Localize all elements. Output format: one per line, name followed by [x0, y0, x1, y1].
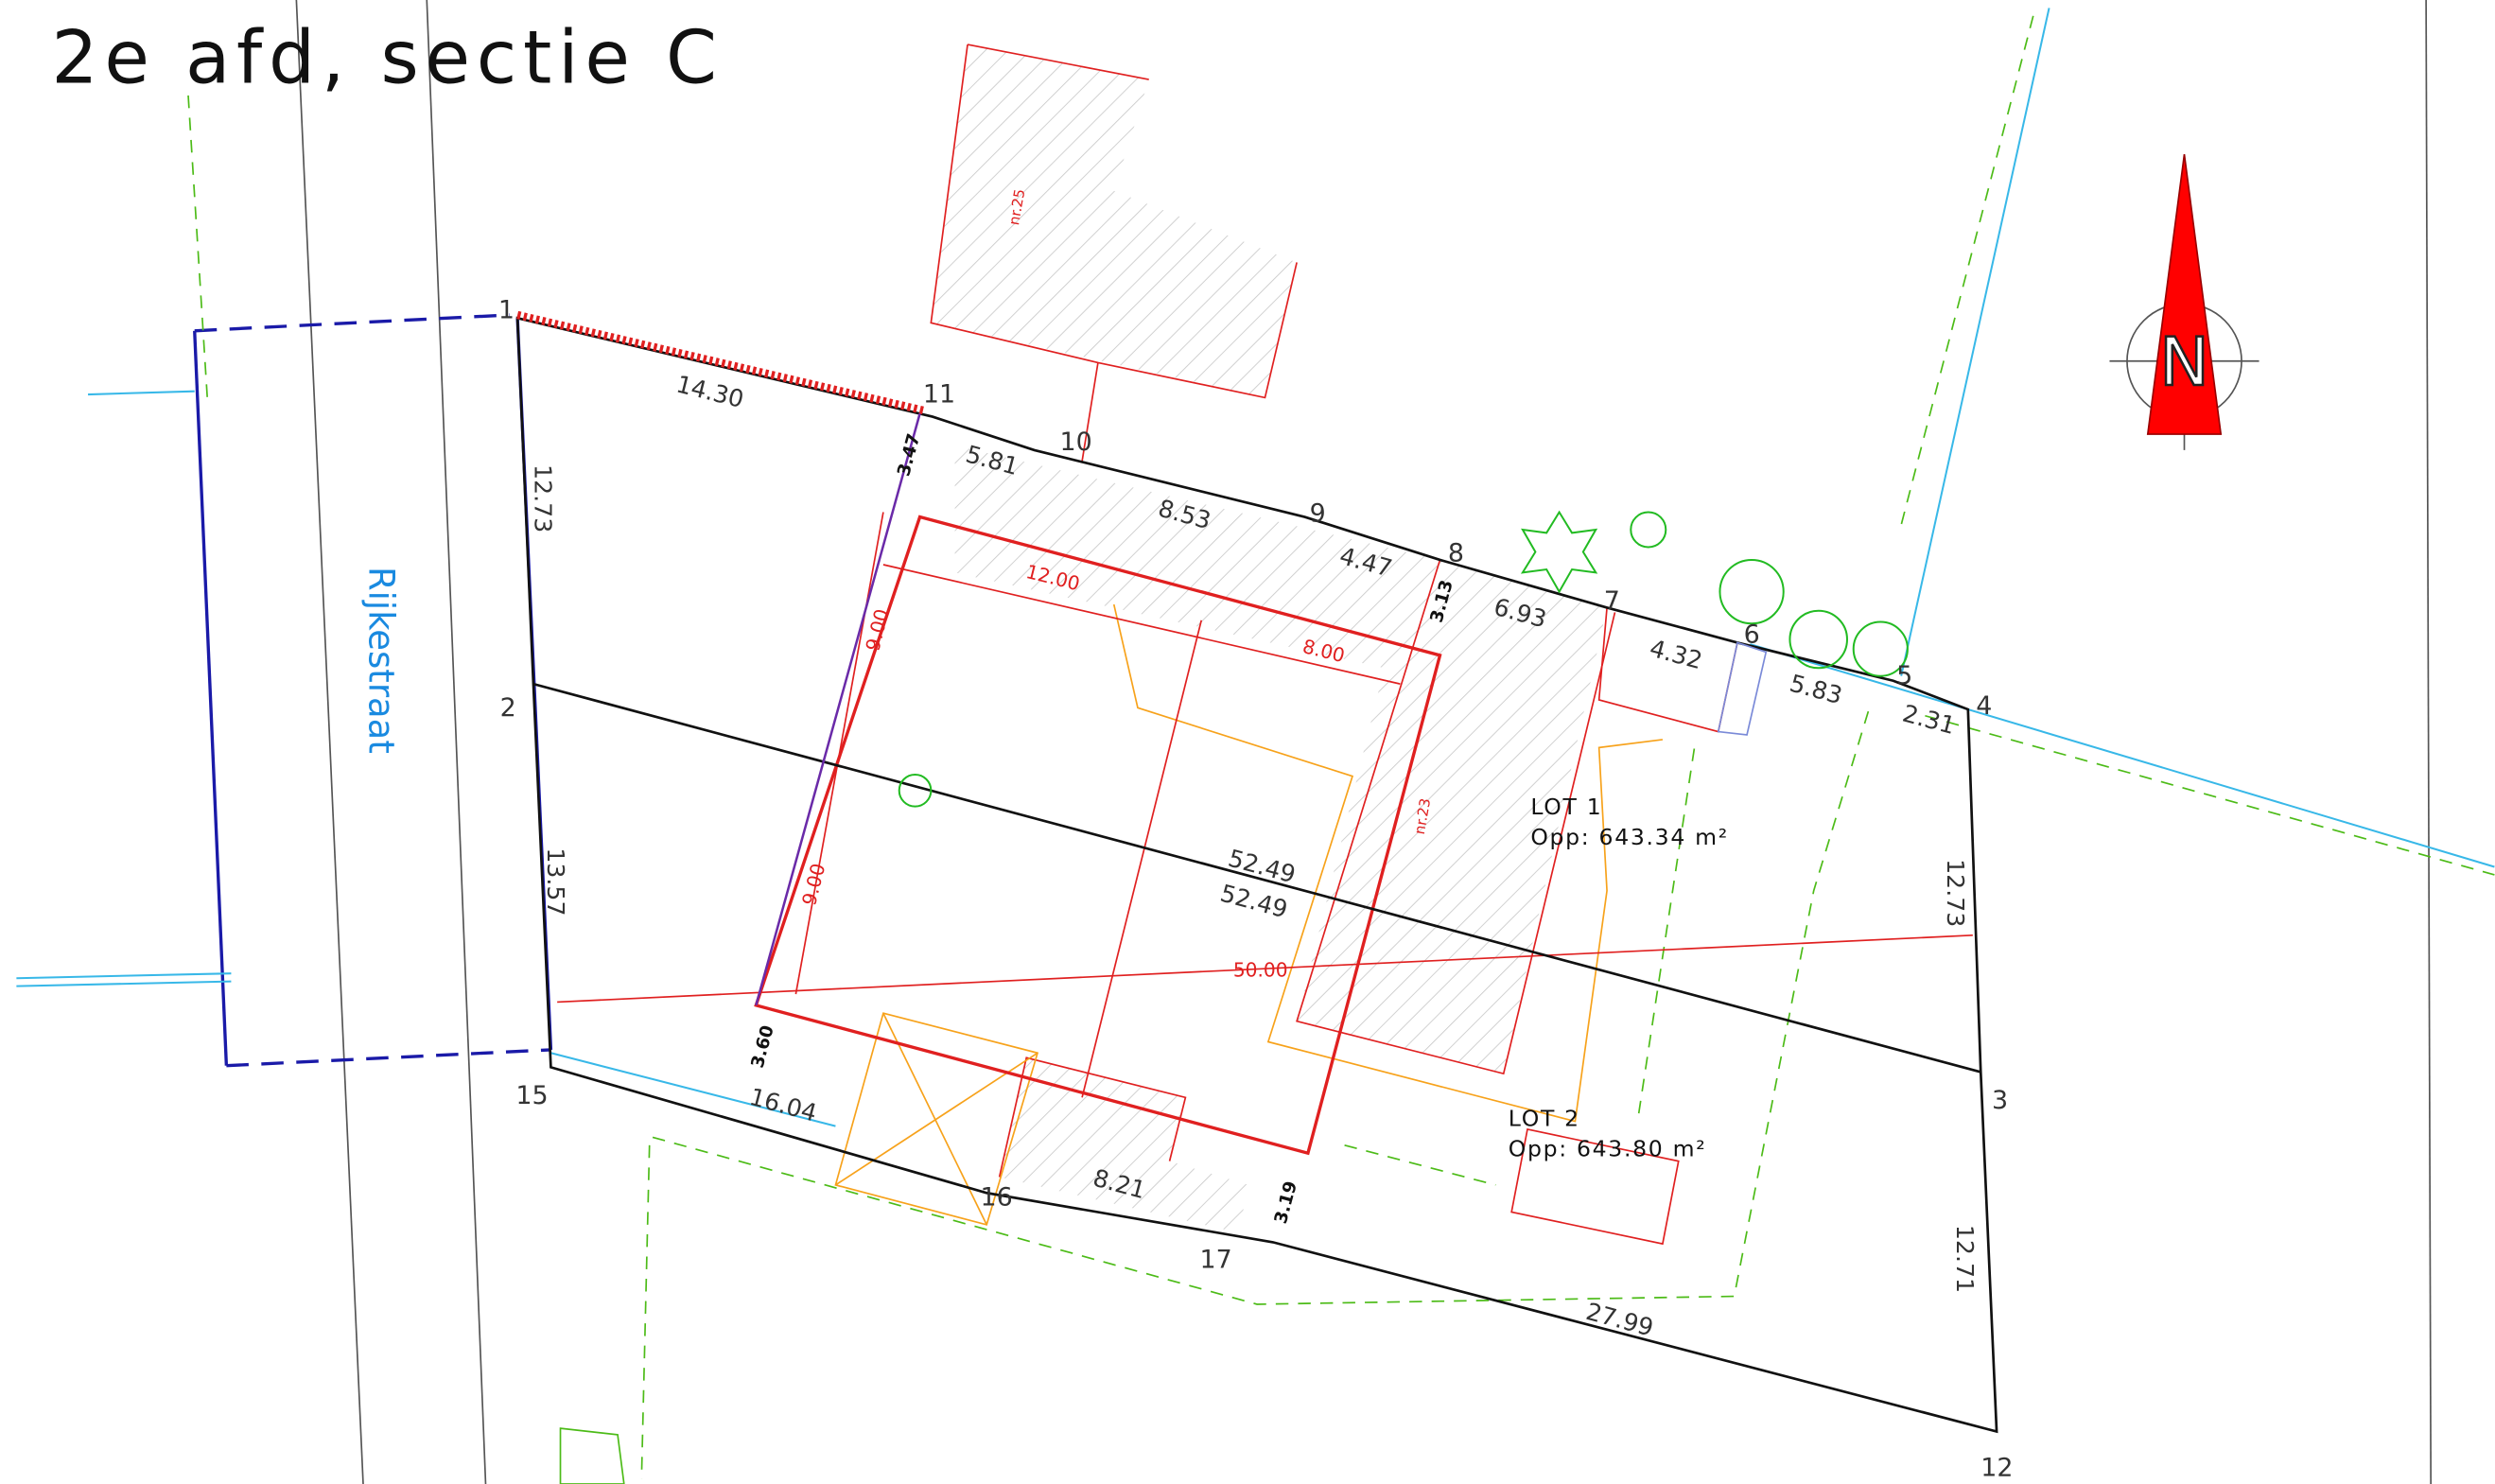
lot-name: LOT 2: [1509, 1106, 1580, 1132]
point-label: 7: [1604, 586, 1620, 616]
point-label: 12: [1980, 1454, 2013, 1483]
lot-area: Opp: 643.34 m²: [1530, 824, 1729, 850]
title: 2e afd, sectie C: [51, 15, 723, 100]
dimension: 13.57: [542, 847, 569, 916]
point-label: 11: [923, 379, 955, 409]
north-label: N: [2159, 323, 2209, 401]
plan: N 2e afd, sectie C Rijkestraat 1 2 3 4 5…: [0, 0, 2495, 1484]
lot-name: LOT 1: [1530, 794, 1602, 820]
point-label: 16: [980, 1183, 1012, 1213]
point-label: 8: [1448, 539, 1464, 568]
point-label: 3: [1992, 1086, 2008, 1115]
point-label: 6: [1744, 620, 1760, 649]
dimension: 12.73: [530, 464, 557, 532]
point-label: 4: [1976, 691, 1992, 721]
dimension: 12.73: [1942, 859, 1969, 927]
point-label: 9: [1310, 499, 1326, 529]
point-label: 2: [500, 693, 516, 723]
body: N 2e afd, sectie C Rijkestraat 1 2 3 4 5…: [0, 0, 2495, 1484]
point-label: 10: [1060, 428, 1092, 457]
planned-dimension: 50.00: [1233, 959, 1288, 982]
point-label: 5: [1896, 661, 1912, 690]
lot-area: Opp: 643.80 m²: [1509, 1136, 1707, 1162]
dimension: 12.71: [1951, 1225, 1979, 1293]
page: Perceelplan html,body{margin:0;padding:0…: [0, 0, 2495, 1484]
point-label: 15: [515, 1081, 548, 1110]
point-label: 17: [1200, 1245, 1232, 1274]
street-name: Rijkestraat: [361, 567, 402, 754]
point-label: 1: [498, 295, 515, 324]
